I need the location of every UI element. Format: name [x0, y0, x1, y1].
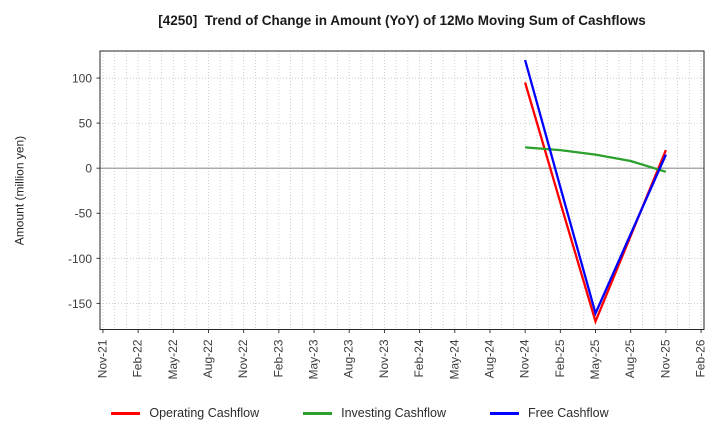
axis-ticks [96, 77, 702, 333]
y-tick-label: 0 [85, 162, 92, 176]
x-tick-label: Feb-25 [553, 339, 567, 377]
chart-title: [4250] Trend of Change in Amount (YoY) o… [158, 13, 646, 28]
x-tick-label: May-22 [166, 339, 180, 379]
legend-item-investing: Investing Cashflow [303, 406, 446, 420]
x-tick-label: Feb-24 [412, 339, 426, 377]
y-tick-label: -50 [75, 207, 93, 221]
legend-item-operating: Operating Cashflow [111, 406, 259, 420]
x-tick-label: Feb-23 [271, 339, 285, 377]
y-tick-label: 50 [79, 117, 93, 131]
x-tick-label: Aug-22 [201, 339, 215, 378]
plot-border [99, 50, 705, 330]
x-tick-label: May-24 [447, 339, 461, 379]
series-line-investing-cashflow [525, 146, 667, 173]
x-tick-label: Feb-22 [131, 339, 145, 377]
x-tick-label: Nov-24 [518, 339, 532, 378]
axis-tick-labels: Nov-21 Feb-22 May-22 Aug-22 Nov-22 Feb-23 May-… [68, 72, 708, 380]
x-tick-label: Feb-26 [694, 339, 708, 377]
legend: Operating Cashflow Investing Cashflow Fr… [0, 406, 720, 420]
series-line-free-cashflow [523, 59, 667, 317]
y-tick-label: -150 [68, 297, 92, 311]
x-tick-label: May-25 [588, 339, 602, 379]
legend-swatch-investing [303, 411, 333, 415]
x-tick-label: Aug-25 [623, 339, 637, 378]
x-tick-label: May-23 [307, 339, 321, 379]
series-lines [523, 59, 667, 325]
legend-item-free: Free Cashflow [490, 406, 609, 420]
x-tick-label: Aug-23 [342, 339, 356, 378]
y-tick-label: 100 [72, 72, 92, 86]
x-tick-label: Nov-21 [95, 339, 109, 378]
x-tick-label: Nov-23 [377, 339, 391, 378]
legend-label-operating: Operating Cashflow [149, 406, 260, 420]
y-tick-label: -100 [68, 252, 92, 266]
legend-label-free: Free Cashflow [528, 406, 609, 420]
legend-swatch-free [490, 411, 520, 415]
legend-swatch-operating [111, 411, 141, 415]
x-tick-label: Nov-22 [236, 339, 250, 378]
legend-label-investing: Investing Cashflow [341, 406, 447, 420]
x-tick-label: Nov-25 [658, 339, 672, 378]
gridlines [100, 51, 704, 330]
x-tick-label: Aug-24 [482, 339, 496, 378]
